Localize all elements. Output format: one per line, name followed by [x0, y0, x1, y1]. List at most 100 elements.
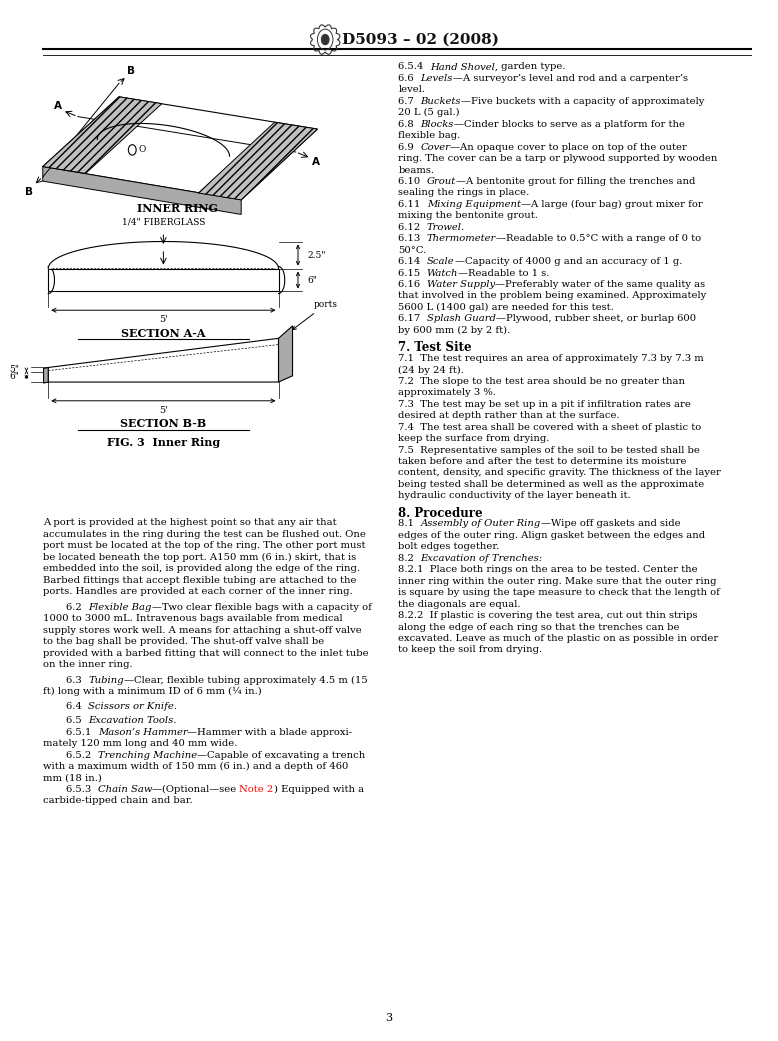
Text: Mixing Equipment: Mixing Equipment	[427, 200, 521, 209]
Text: D5093 – 02 (2008): D5093 – 02 (2008)	[342, 32, 499, 47]
Text: Hand Shovel,: Hand Shovel,	[430, 62, 498, 72]
Text: B: B	[25, 186, 33, 197]
Text: 7.3  The test may be set up in a pit if infiltration rates are: 7.3 The test may be set up in a pit if i…	[398, 400, 691, 409]
Polygon shape	[43, 167, 241, 214]
Text: —Clear, flexible tubing approximately 4.5 m (15: —Clear, flexible tubing approximately 4.…	[124, 676, 367, 685]
Text: A: A	[54, 101, 61, 111]
Text: that involved in the problem being examined. Approximately: that involved in the problem being exami…	[398, 291, 706, 301]
Text: A: A	[312, 157, 320, 168]
Text: to keep the soil from drying.: to keep the soil from drying.	[398, 645, 542, 655]
Text: 7.5  Representative samples of the soil to be tested shall be: 7.5 Representative samples of the soil t…	[398, 446, 700, 455]
Text: 6.5.4: 6.5.4	[398, 62, 430, 72]
Text: content, density, and specific gravity. The thickness of the layer: content, density, and specific gravity. …	[398, 468, 721, 478]
Text: B: B	[128, 66, 135, 76]
Text: Water Supply: Water Supply	[426, 280, 495, 289]
Text: accumulates in the ring during the test can be flushed out. One: accumulates in the ring during the test …	[43, 530, 366, 539]
Polygon shape	[48, 242, 279, 269]
Text: 6.12: 6.12	[398, 223, 427, 232]
Text: level.: level.	[398, 85, 426, 95]
Text: —(Optional—see: —(Optional—see	[152, 785, 240, 794]
Text: A port is provided at the highest point so that any air that: A port is provided at the highest point …	[43, 518, 336, 528]
Text: 6.5.3: 6.5.3	[66, 785, 97, 794]
Text: on the inner ring.: on the inner ring.	[43, 660, 132, 669]
Text: be located beneath the top port. A150 mm (6 in.) skirt, that is: be located beneath the top port. A150 mm…	[43, 553, 356, 562]
Text: Trenching Machine: Trenching Machine	[97, 751, 197, 760]
Text: 6.7: 6.7	[398, 97, 420, 106]
Text: 5': 5'	[159, 406, 168, 415]
Text: desired at depth rather than at the surface.: desired at depth rather than at the surf…	[398, 411, 620, 421]
Text: 2.5": 2.5"	[307, 251, 326, 259]
Text: —A large (four bag) grout mixer for: —A large (four bag) grout mixer for	[521, 200, 703, 209]
Text: along the edge of each ring so that the trenches can be: along the edge of each ring so that the …	[398, 623, 680, 632]
Bar	[48, 269, 279, 291]
Text: 6.16: 6.16	[398, 280, 426, 289]
Text: Tubing: Tubing	[88, 676, 124, 685]
Text: 6.2: 6.2	[66, 603, 88, 612]
Text: —Capacity of 4000 g and an accuracy of 1 g.: —Capacity of 4000 g and an accuracy of 1…	[454, 257, 682, 266]
Text: Cover: Cover	[420, 143, 450, 152]
Text: mm (18 in.): mm (18 in.)	[43, 773, 102, 783]
Text: SECTION A-A: SECTION A-A	[121, 328, 205, 338]
Text: hydraulic conductivity of the layer beneath it.: hydraulic conductivity of the layer bene…	[398, 491, 631, 501]
Text: 5": 5"	[9, 365, 19, 374]
Text: ports: ports	[293, 300, 338, 330]
Text: —Two clear flexible bags with a capacity of: —Two clear flexible bags with a capacity…	[152, 603, 371, 612]
Text: Chain Saw: Chain Saw	[97, 785, 152, 794]
Text: —Readable to 0.5°C with a range of 0 to: —Readable to 0.5°C with a range of 0 to	[496, 234, 701, 244]
Text: flexible bag.: flexible bag.	[398, 131, 461, 141]
Text: Barbed fittings that accept flexible tubing are attached to the: Barbed fittings that accept flexible tub…	[43, 576, 356, 585]
Text: is square by using the tape measure to check that the length of: is square by using the tape measure to c…	[398, 588, 720, 598]
Text: 7. Test Site: 7. Test Site	[398, 341, 472, 354]
Text: 3: 3	[385, 1013, 393, 1023]
Text: 6.4: 6.4	[66, 702, 88, 711]
Text: Watch: Watch	[427, 269, 458, 278]
Text: Scale: Scale	[427, 257, 454, 266]
Text: —Cinder blocks to serve as a platform for the: —Cinder blocks to serve as a platform fo…	[454, 120, 685, 129]
Text: 6.17: 6.17	[398, 314, 427, 324]
Polygon shape	[279, 326, 293, 382]
Text: mixing the bentonite grout.: mixing the bentonite grout.	[398, 211, 538, 221]
Text: garden type.: garden type.	[498, 62, 566, 72]
Text: —Preferably water of the same quality as: —Preferably water of the same quality as	[495, 280, 705, 289]
Text: beams.: beams.	[398, 166, 434, 175]
Text: edges of the outer ring. Align gasket between the edges and: edges of the outer ring. Align gasket be…	[398, 531, 706, 540]
Text: Trowel.: Trowel.	[427, 223, 465, 232]
Text: embedded into the soil, is provided along the edge of the ring.: embedded into the soil, is provided alon…	[43, 564, 359, 574]
Text: 6": 6"	[307, 276, 317, 284]
Polygon shape	[43, 97, 162, 174]
Text: Excavation Tools.: Excavation Tools.	[88, 716, 177, 726]
Text: 6.3: 6.3	[66, 676, 88, 685]
Text: ft) long with a minimum ID of 6 mm (¼ in.): ft) long with a minimum ID of 6 mm (¼ in…	[43, 687, 261, 696]
Text: 6.5: 6.5	[66, 716, 88, 726]
Text: carbide-tipped chain and bar.: carbide-tipped chain and bar.	[43, 796, 192, 806]
Text: mately 120 mm long and 40 mm wide.: mately 120 mm long and 40 mm wide.	[43, 739, 237, 748]
Text: bolt edges together.: bolt edges together.	[398, 542, 499, 552]
Text: keep the surface from drying.: keep the surface from drying.	[398, 434, 550, 443]
Text: 1000 to 3000 mL. Intravenous bags available from medical: 1000 to 3000 mL. Intravenous bags availa…	[43, 614, 342, 624]
Text: being tested shall be determined as well as the approximate: being tested shall be determined as well…	[398, 480, 705, 489]
Text: 8.1: 8.1	[398, 519, 421, 529]
Text: 6.6: 6.6	[398, 74, 420, 83]
Text: Grout: Grout	[427, 177, 456, 186]
Text: 6.14: 6.14	[398, 257, 427, 266]
Text: Excavation of Trenches:: Excavation of Trenches:	[420, 554, 542, 563]
Text: 6.5.1: 6.5.1	[66, 728, 98, 737]
Text: Mason’s Hammer: Mason’s Hammer	[98, 728, 187, 737]
Text: O: O	[138, 146, 145, 154]
Text: 7.2  The slope to the test area should be no greater than: 7.2 The slope to the test area should be…	[398, 377, 685, 386]
Text: supply stores work well. A means for attaching a shut-off valve: supply stores work well. A means for att…	[43, 626, 362, 635]
Text: 6.5.2: 6.5.2	[66, 751, 97, 760]
Text: —Wipe off gaskets and side: —Wipe off gaskets and side	[541, 519, 681, 529]
Text: INNER RING: INNER RING	[137, 203, 218, 213]
Text: —Five buckets with a capacity of approximately: —Five buckets with a capacity of approxi…	[461, 97, 704, 106]
Polygon shape	[43, 97, 317, 200]
Text: Note 2: Note 2	[240, 785, 274, 794]
Text: the diagonals are equal.: the diagonals are equal.	[398, 600, 520, 609]
Text: Buckets: Buckets	[420, 97, 461, 106]
Text: ring. The cover can be a tarp or plywood supported by wooden: ring. The cover can be a tarp or plywood…	[398, 154, 718, 163]
Text: 7.1  The test requires an area of approximately 7.3 by 7.3 m: 7.1 The test requires an area of approxi…	[398, 354, 704, 363]
Polygon shape	[198, 122, 317, 200]
Circle shape	[321, 34, 329, 45]
Text: 7.4  The test area shall be covered with a sheet of plastic to: 7.4 The test area shall be covered with …	[398, 423, 702, 432]
Text: with a maximum width of 150 mm (6 in.) and a depth of 460: with a maximum width of 150 mm (6 in.) a…	[43, 762, 349, 771]
